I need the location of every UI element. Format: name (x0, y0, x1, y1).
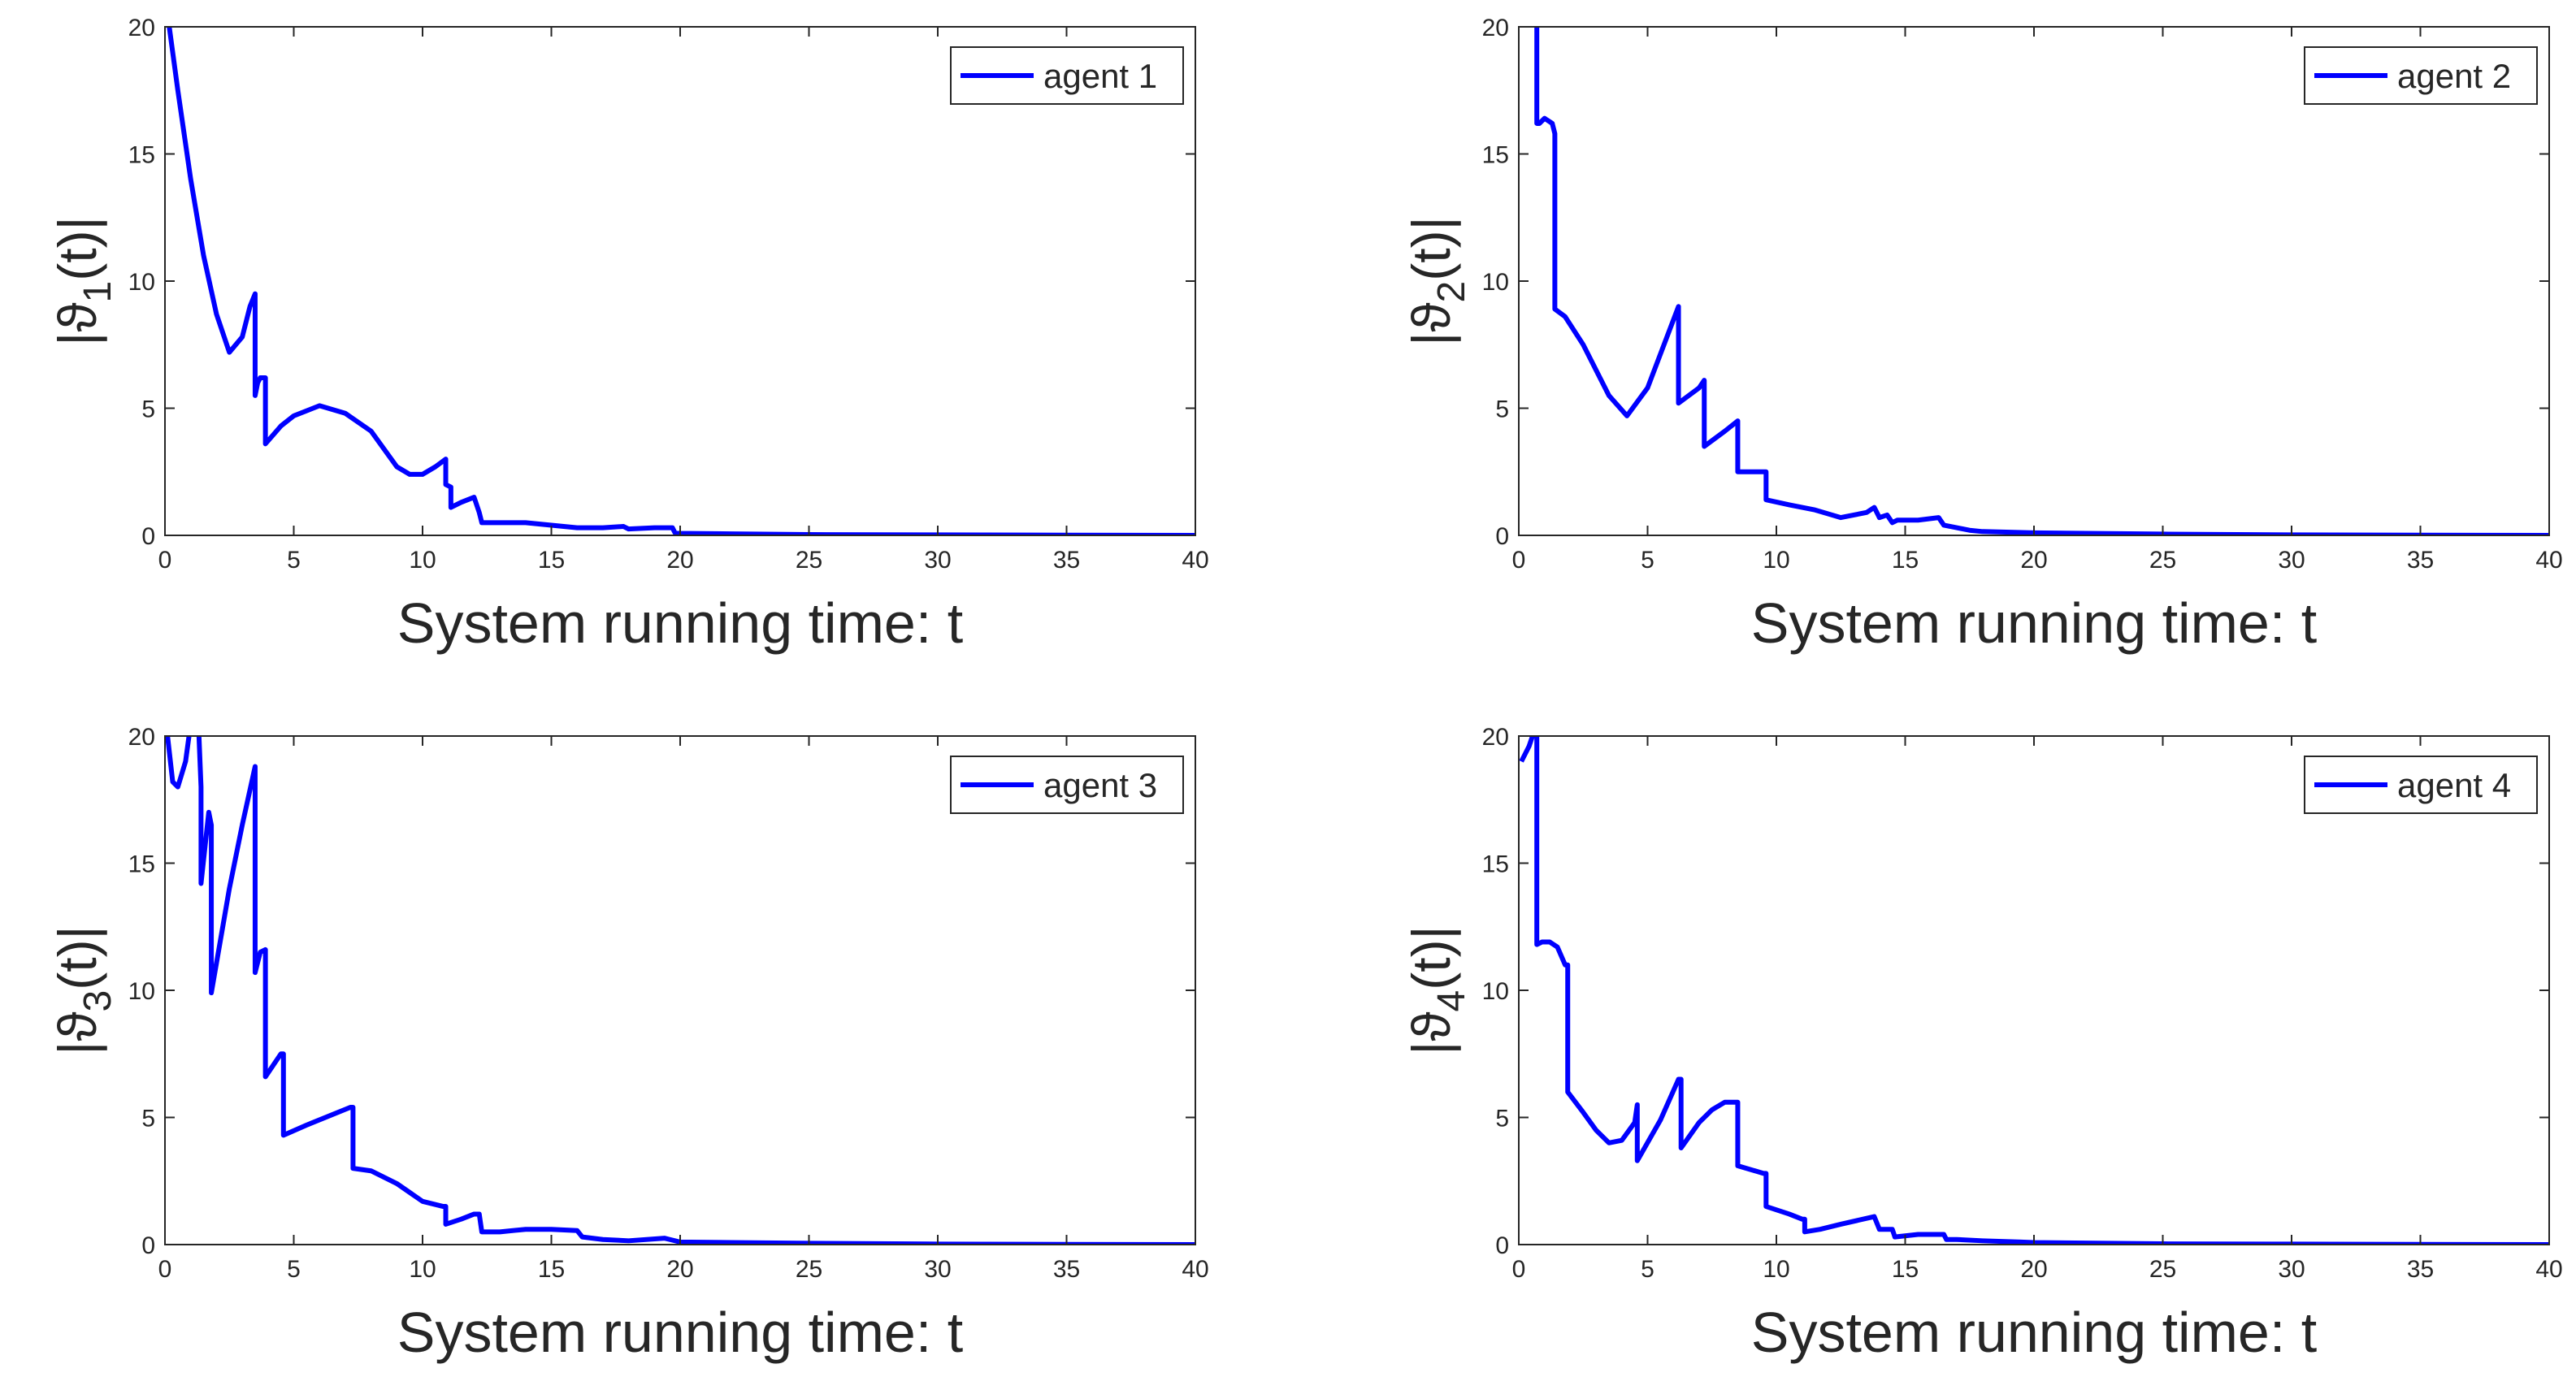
x-tick-label: 10 (1763, 547, 1789, 574)
x-tick-label: 40 (1182, 1256, 1208, 1283)
x-tick-label: 5 (287, 547, 301, 574)
x-axis-label: System running time: t (1751, 591, 2317, 655)
x-tick-label: 15 (1892, 547, 1919, 574)
y-tick-label: 10 (128, 269, 155, 296)
y-axis-label-subscript: 3 (76, 990, 119, 1012)
y-axis-label-prefix: |ϑ (1401, 302, 1461, 345)
y-axis-label-suffix: (t)| (47, 216, 107, 280)
y-tick-label: 0 (1495, 1232, 1509, 1259)
x-tick-label: 5 (287, 1256, 301, 1283)
y-axis-label-subscript: 2 (1430, 281, 1473, 303)
y-tick-label: 10 (128, 978, 155, 1005)
x-tick-label: 5 (1641, 1256, 1654, 1283)
y-tick-label: 20 (128, 724, 155, 751)
legend: agent 4 (2304, 756, 2538, 814)
legend: agent 3 (950, 756, 1184, 814)
x-tick-label: 30 (924, 1256, 951, 1283)
y-axis-label-suffix: (t)| (47, 925, 107, 989)
legend-label: agent 1 (1043, 57, 1157, 95)
x-axis-label: System running time: t (397, 591, 963, 655)
x-tick-label: 35 (2407, 547, 2434, 574)
series-line-agent-3 (165, 736, 1195, 1245)
y-tick-label: 5 (1495, 396, 1509, 423)
y-tick-label: 20 (1482, 15, 1509, 41)
x-tick-label: 40 (1182, 547, 1208, 574)
legend-label: agent 2 (2397, 57, 2511, 95)
x-tick-label: 35 (2407, 1256, 2434, 1283)
y-tick-label: 0 (141, 1232, 155, 1259)
x-tick-label: 20 (666, 547, 693, 574)
y-axis-label-prefix: |ϑ (1401, 1011, 1461, 1054)
x-tick-label: 20 (2020, 1256, 2047, 1283)
y-axis-label-subscript: 1 (76, 281, 119, 303)
series-line-agent-2 (1534, 27, 2549, 535)
x-tick-label: 25 (796, 1256, 822, 1283)
x-tick-label: 30 (2278, 547, 2305, 574)
y-tick-label: 5 (141, 1106, 155, 1132)
x-tick-label: 35 (1053, 1256, 1080, 1283)
x-tick-label: 0 (1512, 547, 1526, 574)
legend-label: agent 3 (1043, 766, 1157, 804)
chart-panel-3: 0 5 10 15 20 25 30 35 40 0 5 10 15 20 System running t… (47, 724, 1209, 1364)
y-tick-label: 15 (128, 851, 155, 878)
x-tick-label: 25 (2149, 547, 2176, 574)
y-tick-label: 0 (1495, 523, 1509, 550)
y-axis-label-suffix: (t)| (1401, 925, 1461, 989)
x-tick-label: 15 (1892, 1256, 1919, 1283)
y-axis-label: |ϑ1(t)| (47, 216, 119, 345)
x-tick-label: 30 (2278, 1256, 2305, 1283)
y-axis-label-suffix: (t)| (1401, 216, 1461, 280)
y-tick-label: 15 (128, 142, 155, 169)
y-axis-label: |ϑ3(t)| (47, 925, 119, 1054)
x-tick-label: 30 (924, 547, 951, 574)
x-tick-label: 20 (666, 1256, 693, 1283)
x-tick-label: 40 (2535, 547, 2562, 574)
y-axis-label-prefix: |ϑ (47, 1011, 107, 1054)
x-tick-label: 10 (409, 1256, 436, 1283)
x-tick-label: 5 (1641, 547, 1654, 574)
y-tick-label: 15 (1482, 142, 1509, 169)
y-tick-label: 10 (1482, 269, 1509, 296)
x-axis-label: System running time: t (397, 1301, 963, 1364)
y-tick-label: 15 (1482, 851, 1509, 878)
x-tick-label: 15 (538, 1256, 565, 1283)
x-tick-label: 15 (538, 547, 565, 574)
legend: agent 1 (950, 46, 1184, 105)
x-tick-label: 25 (796, 547, 822, 574)
y-axis-label-prefix: |ϑ (47, 302, 107, 345)
series-line-agent-1 (167, 27, 1195, 535)
x-tick-label: 10 (1763, 1256, 1789, 1283)
x-tick-label: 0 (158, 547, 172, 574)
x-tick-label: 40 (2535, 1256, 2562, 1283)
series-line-agent-4 (1519, 736, 2549, 1245)
y-axis-label-subscript: 4 (1430, 990, 1473, 1012)
x-tick-label: 10 (409, 547, 436, 574)
legend: agent 2 (2304, 46, 2538, 105)
chart-panel-1: 0 5 10 15 20 25 30 35 40 0 5 10 15 20 System running t… (47, 15, 1209, 655)
y-tick-label: 5 (1495, 1106, 1509, 1132)
x-tick-label: 20 (2020, 547, 2047, 574)
y-tick-label: 20 (1482, 724, 1509, 751)
y-tick-label: 0 (141, 523, 155, 550)
legend-label: agent 4 (2397, 766, 2511, 804)
y-axis-label: |ϑ2(t)| (1401, 216, 1473, 345)
y-axis-label: |ϑ4(t)| (1401, 925, 1473, 1054)
y-tick-label: 10 (1482, 978, 1509, 1005)
x-tick-label: 0 (1512, 1256, 1526, 1283)
y-tick-label: 20 (128, 15, 155, 41)
x-tick-label: 35 (1053, 547, 1080, 574)
chart-panel-2: 0 5 10 15 20 25 30 35 40 0 5 10 15 20 System running t… (1401, 15, 2563, 655)
y-tick-label: 5 (141, 396, 155, 423)
chart-panel-4: 0 5 10 15 20 25 30 35 40 0 5 10 15 20 System running t… (1401, 724, 2563, 1364)
x-tick-label: 0 (158, 1256, 172, 1283)
x-axis-label: System running time: t (1751, 1301, 2317, 1364)
x-tick-label: 25 (2149, 1256, 2176, 1283)
